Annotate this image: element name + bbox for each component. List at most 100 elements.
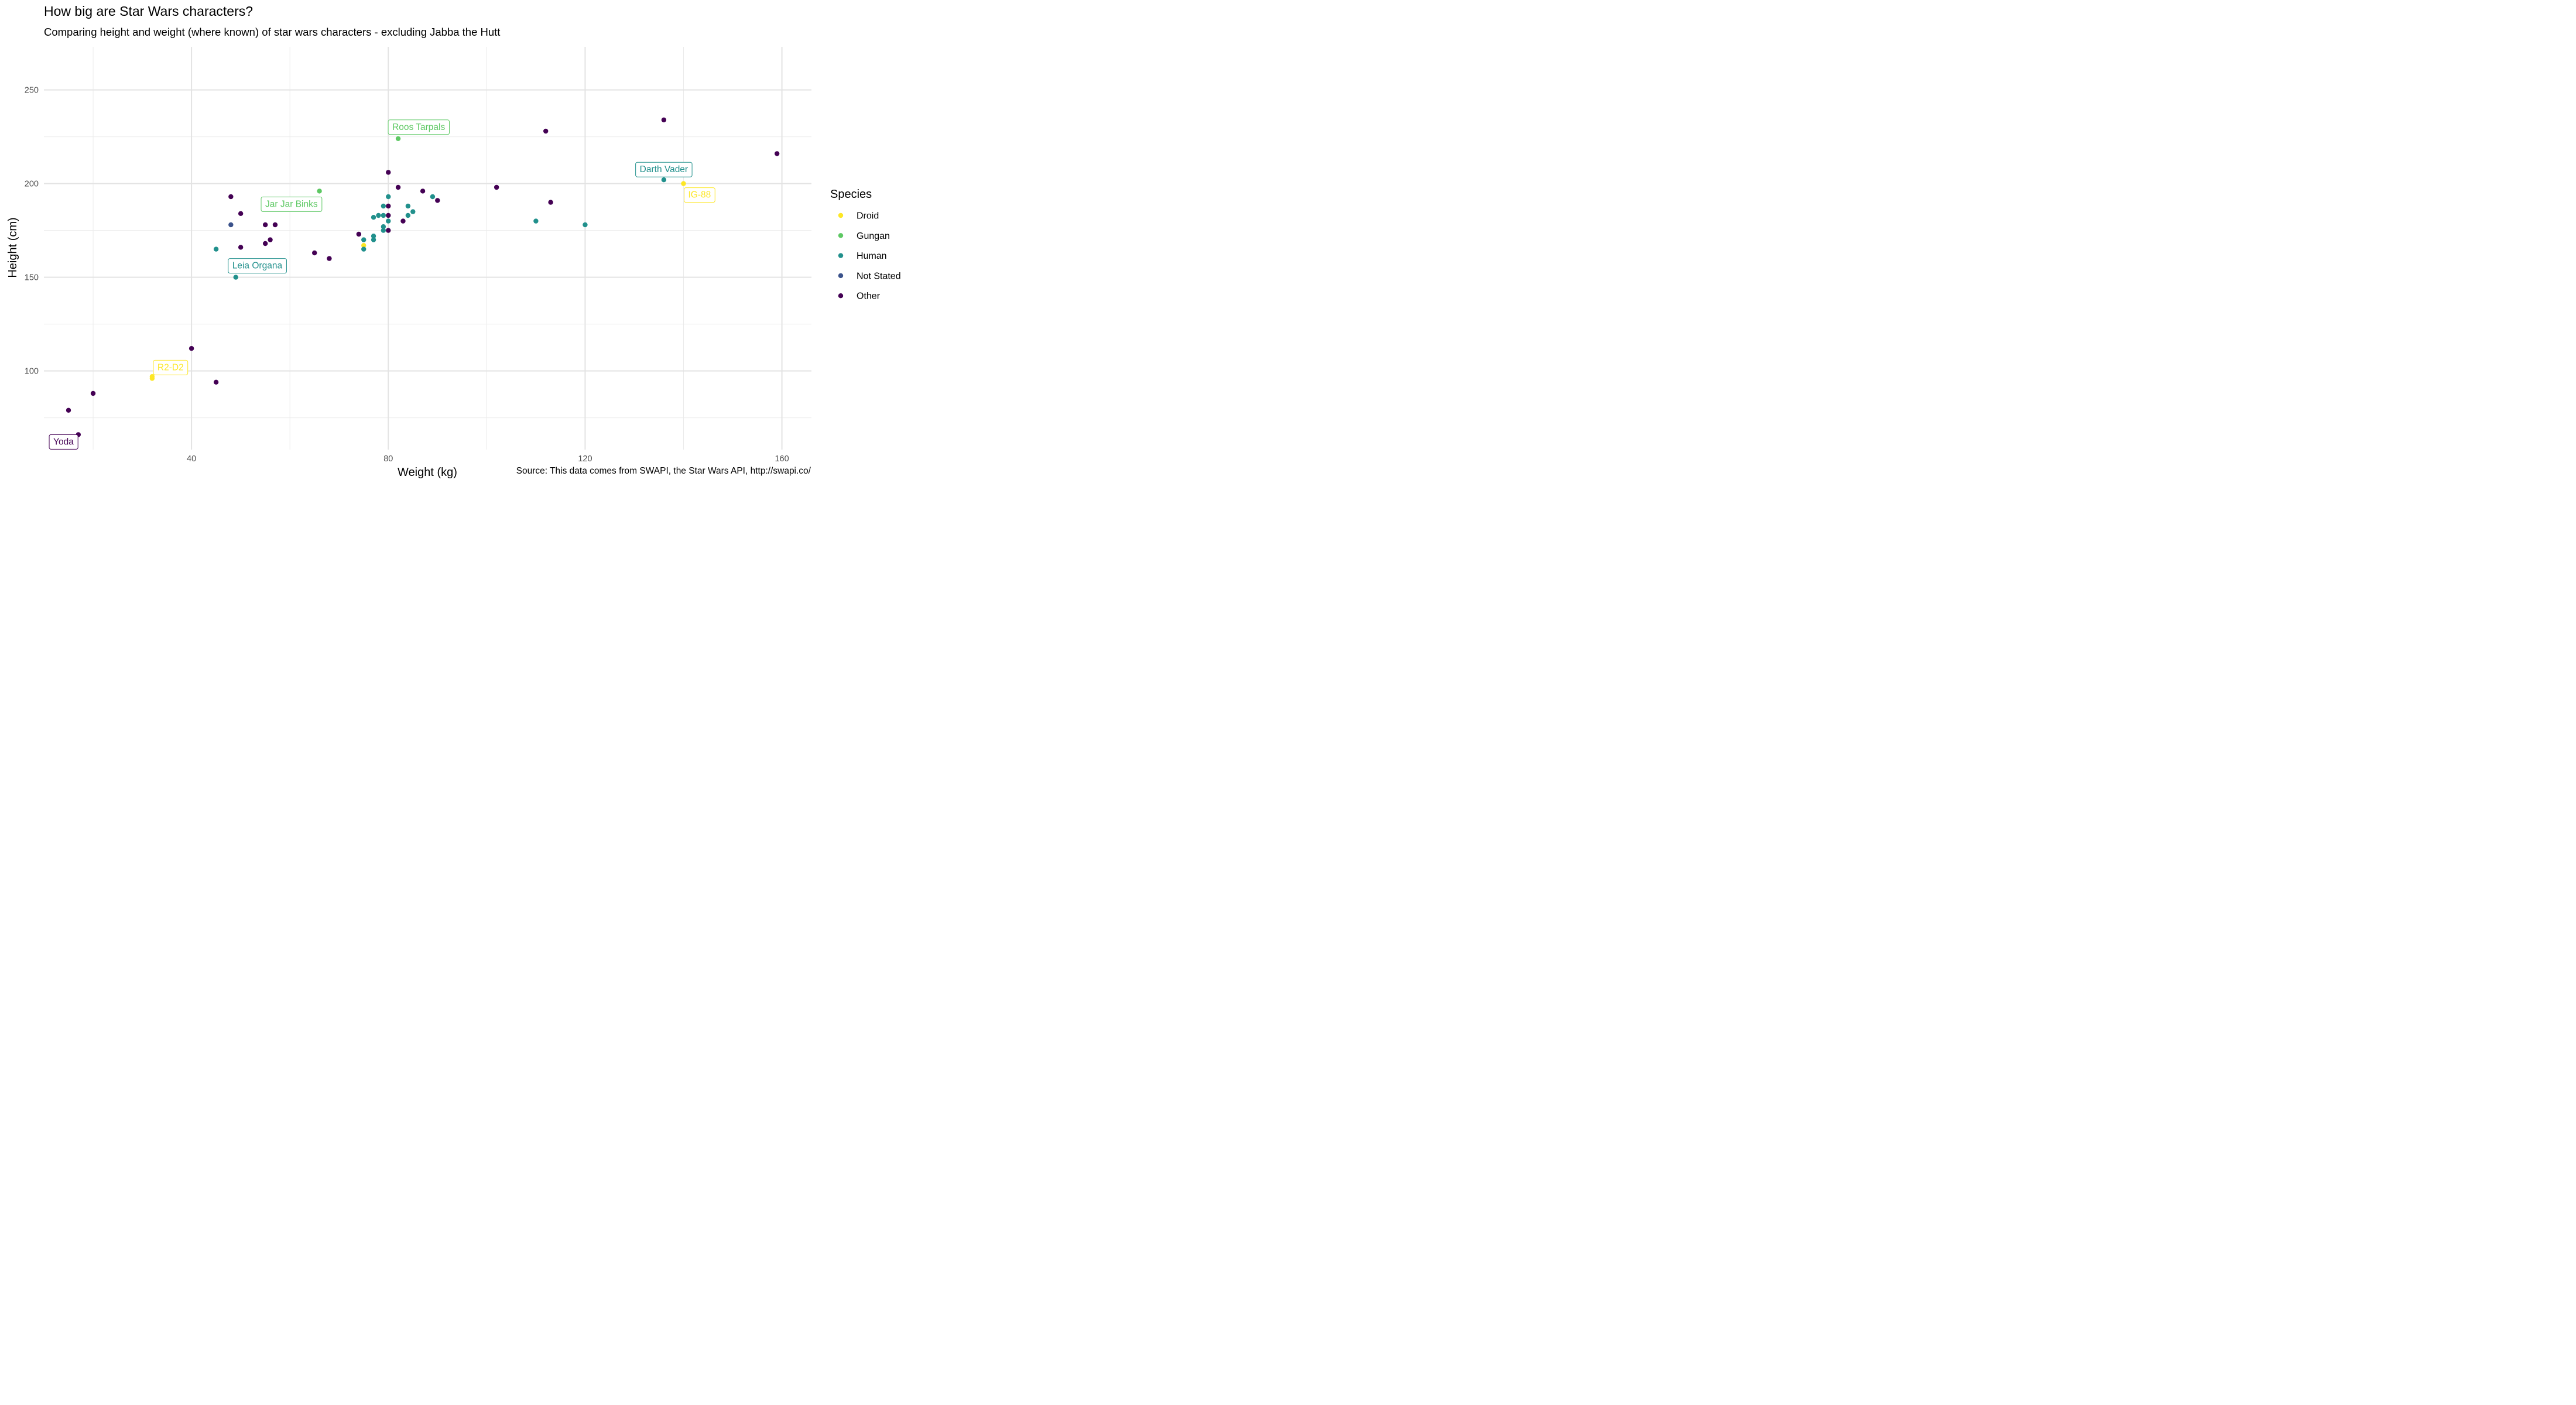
data-point-human [405,203,411,209]
y-axis-title: Height (cm) [6,217,19,277]
y-tick-label: 100 [25,367,39,376]
chart-caption: Source: This data comes from SWAPI, the … [516,466,811,476]
data-points [66,117,780,437]
annotations: Roos Tarpals Darth Vader IG-88 Jar Jar Bink… [49,119,715,450]
annotation-box [49,434,78,450]
x-tick-label: 160 [775,454,789,464]
data-point-human [381,228,386,233]
y-tick-label: 200 [25,180,39,189]
data-point-other [386,228,391,233]
data-point-human [381,224,386,229]
annotation-r2-d2: R2-D2 [153,359,189,375]
legend-label: Droid [857,211,879,221]
legend-title: Species [830,188,872,201]
legend-label: Gungan [857,231,890,241]
data-point-other [386,170,391,175]
annotation-label: Yoda [53,437,74,447]
annotation-label: R2-D2 [157,362,184,372]
data-point-human [583,222,588,228]
legend: Species Droid Gungan Human Not Stated Other [830,188,901,301]
data-point-other [774,151,780,156]
annotation-box [261,196,323,212]
data-point-human [533,218,539,224]
legend-label: Not Stated [857,271,901,281]
data-point-droid [681,181,686,186]
annotation-label: Darth Vader [640,165,688,174]
x-axis-title: Weight (kg) [398,466,457,479]
data-point-human [386,194,391,200]
data-point-other [213,379,219,385]
data-point-human [371,237,376,242]
data-point-human [661,177,667,183]
data-point-gungan [317,189,322,194]
y-axis-ticks: 100 150 200 250 [25,86,39,376]
data-point-human [233,275,238,280]
data-point-other [543,128,549,134]
x-tick-label: 40 [187,454,196,464]
data-point-other [238,211,244,216]
annotation-label: IG-88 [688,190,711,200]
data-point-other [327,256,332,261]
data-point-human [381,203,386,209]
data-point-droid [149,374,155,379]
annotation-roos-tarpals: Roos Tarpals [388,119,450,135]
grid-lines [44,47,811,450]
data-point-human [361,246,366,252]
annotation-ig-88: IG-88 [684,187,715,203]
data-point-other [386,213,391,218]
annotation-leia-organa: Leia Organa [228,258,287,274]
data-point-human [376,213,381,218]
chart-subtitle: Comparing height and weight (where known… [44,26,501,38]
data-point-human [410,209,416,214]
data-point-other [661,117,667,122]
data-point-human [386,218,391,224]
data-point-other [356,231,362,237]
data-point-other [268,237,273,242]
legend-key-droid [838,213,844,218]
legend-key-other [838,293,844,299]
data-point-other [548,200,553,205]
data-point-other [228,194,234,200]
annotation-label: Jar Jar Binks [265,199,318,209]
x-tick-label: 120 [578,454,592,464]
annotation-box [635,162,693,177]
data-point-human [371,215,376,220]
data-point-other [395,184,401,190]
annotation-jar-jar-binks: Jar Jar Binks [261,196,323,212]
legend-label: Other [857,292,881,301]
data-point-droid [361,243,366,248]
annotation-box [684,187,715,203]
data-point-other [189,346,194,351]
x-axis-ticks: 40 80 120 160 [187,454,789,464]
data-point-other [494,184,499,190]
annotation-yoda: Yoda [49,434,78,450]
annotation-box [388,119,450,135]
data-point-human [430,194,436,200]
legend-key-gungan [838,233,844,238]
data-point-other [238,245,244,250]
y-tick-label: 250 [25,86,39,95]
data-point-other [400,218,406,224]
data-point-human [371,234,376,239]
data-point-other [312,250,317,256]
data-point-human [361,237,366,242]
annotation-darth-vader: Darth Vader [635,162,693,177]
data-point-not-stated [228,222,234,228]
data-point-human [405,213,411,218]
annotation-label: Leia Organa [232,261,283,271]
legend-key-not-stated [838,273,844,279]
x-tick-label: 80 [383,454,393,464]
legend-key-human [838,253,844,258]
y-tick-label: 150 [25,273,39,283]
data-point-other [420,189,426,194]
data-point-other [262,222,268,228]
chart-title: How big are Star Wars characters? [44,4,254,19]
data-point-other [435,198,440,203]
legend-label: Human [857,251,887,261]
data-point-other [262,241,268,246]
data-point-other [66,407,71,413]
annotation-box [153,359,189,375]
data-point-human [213,246,219,252]
data-point-gungan [395,136,401,141]
scatter-chart: 40 80 120 160 100 150 200 250 Roos Tarpals Dart… [6,47,901,479]
